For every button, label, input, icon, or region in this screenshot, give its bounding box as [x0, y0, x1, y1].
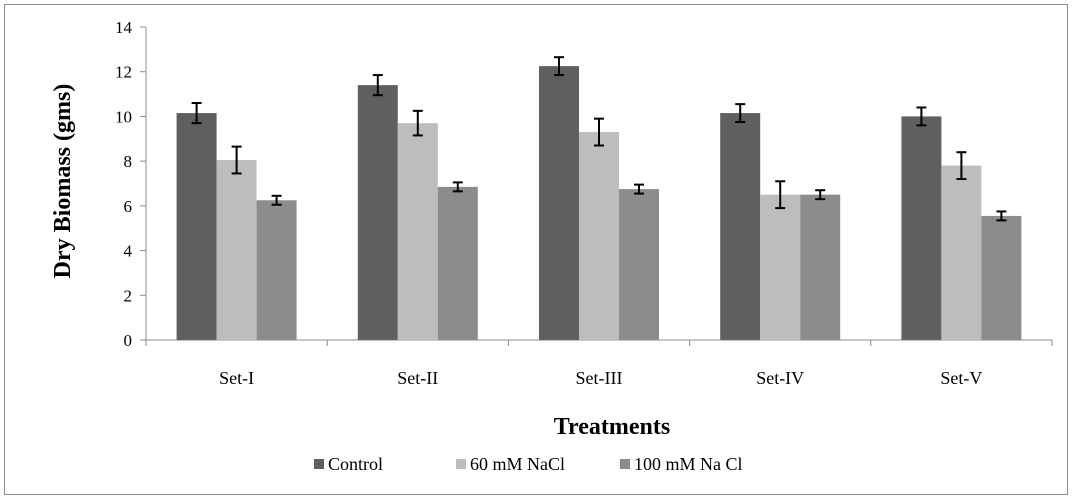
legend-swatch [314, 459, 324, 469]
y-tick-label: 2 [124, 286, 133, 305]
legend-swatch [456, 459, 466, 469]
y-tick-label: 6 [124, 197, 133, 216]
bar [579, 132, 619, 340]
y-tick-label: 0 [124, 331, 133, 350]
y-tick-label: 12 [115, 63, 132, 82]
bar [397, 123, 438, 340]
y-axis: 0 2 4 6 8 10 12 14 [115, 18, 147, 350]
legend: Control 60 mM NaCl 100 mM Na Cl [314, 454, 743, 474]
bar [539, 66, 579, 340]
y-tick-label: 8 [124, 152, 133, 171]
legend-swatch [620, 459, 630, 469]
legend-label: Control [328, 454, 383, 474]
bar [357, 85, 398, 340]
bar [941, 165, 982, 340]
error-bars [191, 56, 1007, 222]
bar [720, 113, 761, 340]
bar [800, 194, 841, 340]
y-tick-label: 4 [124, 242, 133, 261]
x-axis: Set-I Set-II Set-III Set-IV Set-V [145, 339, 1053, 388]
x-axis-title: Treatments [554, 414, 670, 440]
bar [437, 186, 478, 340]
x-tick-label: Set-III [576, 368, 623, 388]
x-tick-label: Set-II [397, 368, 438, 388]
y-tick-label: 14 [115, 18, 133, 37]
bar [619, 189, 659, 340]
bar [256, 200, 297, 340]
legend-label: 60 mM NaCl [470, 454, 565, 474]
legend-label: 100 mM Na Cl [634, 454, 743, 474]
bar [901, 116, 942, 340]
x-tick-label: Set-I [219, 368, 254, 388]
bars [176, 66, 1022, 340]
x-tick-label: Set-V [940, 368, 982, 388]
y-axis-title: Dry Biomass (gms) [50, 84, 76, 279]
bar [981, 215, 1022, 340]
y-tick-label: 10 [115, 107, 132, 126]
bar [176, 113, 217, 340]
x-tick-label: Set-IV [756, 368, 804, 388]
bar [216, 160, 257, 340]
bar [760, 194, 801, 340]
